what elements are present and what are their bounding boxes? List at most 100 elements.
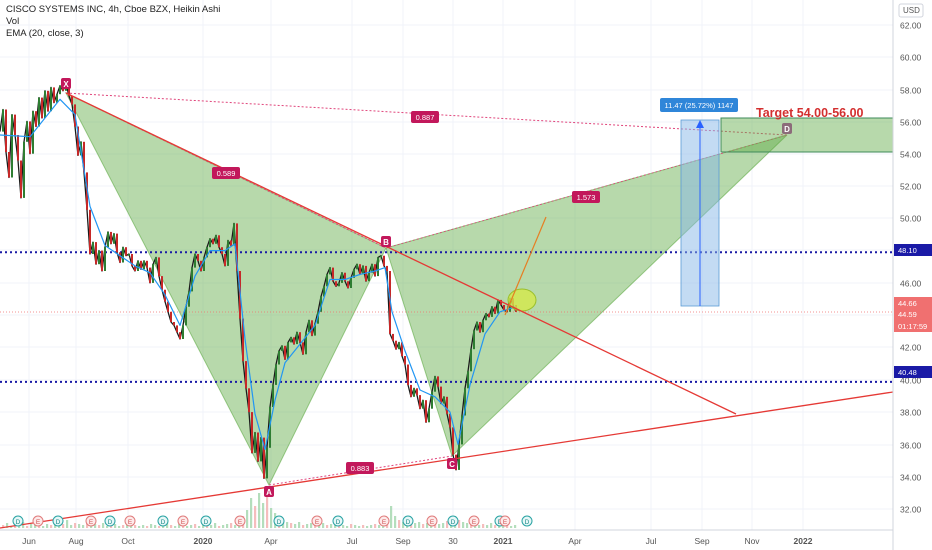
currency-label: USD — [903, 6, 920, 15]
event-label: D — [277, 519, 282, 526]
volume-bar — [478, 525, 481, 528]
earnings-marker[interactable] — [85, 515, 97, 527]
volume-bar — [206, 526, 209, 528]
candle — [125, 247, 127, 256]
dividend-marker[interactable] — [521, 515, 533, 527]
earnings-marker[interactable] — [426, 515, 438, 527]
earnings-marker[interactable] — [468, 515, 480, 527]
dividend-marker[interactable] — [157, 515, 169, 527]
ratio-badge[interactable] — [572, 191, 600, 203]
candle — [473, 330, 475, 350]
candle — [134, 265, 136, 271]
candle — [11, 114, 13, 178]
pattern-point-d[interactable] — [782, 123, 792, 134]
volume-bar — [18, 525, 21, 528]
dividend-marker[interactable] — [332, 515, 344, 527]
x-tick-label: Apr — [264, 536, 277, 546]
earnings-marker[interactable] — [311, 515, 323, 527]
candle — [122, 247, 124, 263]
candle — [332, 267, 334, 282]
volume-bar — [102, 523, 105, 528]
candle — [218, 235, 220, 248]
currency-box[interactable] — [898, 3, 924, 18]
candle — [116, 233, 118, 253]
event-label: D — [451, 519, 456, 526]
earnings-marker[interactable] — [499, 515, 511, 527]
earnings-marker[interactable] — [234, 515, 246, 527]
earnings-marker[interactable] — [177, 515, 189, 527]
candle — [98, 250, 100, 265]
volume-bar — [466, 523, 469, 528]
volume-bar — [446, 521, 449, 528]
price-badge-label: 40.48 — [898, 368, 917, 377]
candle — [89, 209, 91, 254]
candle — [416, 388, 418, 396]
event-label: E — [382, 519, 387, 526]
candle — [128, 254, 130, 256]
y-tick-label: 46.00 — [900, 279, 922, 289]
candle — [440, 386, 442, 404]
y-tick-label: 62.00 — [900, 21, 922, 31]
candle — [272, 384, 274, 407]
candle — [425, 400, 427, 423]
earnings-marker[interactable] — [124, 515, 136, 527]
candle — [431, 391, 433, 409]
y-tick-label: 40.00 — [900, 376, 922, 386]
volume-bar — [494, 525, 497, 528]
y-tick-label: 58.00 — [900, 86, 922, 96]
dividend-marker[interactable] — [52, 515, 64, 527]
y-axis-panel — [894, 0, 932, 550]
candle — [362, 265, 364, 275]
pattern-point-a[interactable] — [264, 486, 274, 497]
volume-bar — [286, 522, 289, 528]
earnings-marker[interactable] — [32, 515, 44, 527]
volume-bar — [378, 525, 381, 528]
resistance-trendline — [65, 92, 737, 415]
volume-bar — [270, 508, 273, 528]
candle — [461, 415, 463, 445]
pattern-point-b[interactable] — [381, 236, 391, 247]
candle — [395, 340, 397, 350]
x-tick-label: 2021 — [494, 536, 513, 546]
volume-bar — [366, 526, 369, 528]
candle — [347, 281, 349, 288]
event-label: D — [406, 519, 411, 526]
dividend-marker[interactable] — [273, 515, 285, 527]
candle — [191, 267, 193, 292]
candle — [356, 264, 358, 270]
candle — [374, 264, 376, 277]
dividend-marker[interactable] — [402, 515, 414, 527]
dividend-marker[interactable] — [447, 515, 459, 527]
volume-bar — [374, 524, 377, 528]
candle — [155, 257, 157, 265]
pattern-point-c[interactable] — [447, 458, 457, 469]
candle — [254, 432, 256, 453]
volume-bar — [254, 506, 257, 528]
candle — [494, 306, 496, 314]
candle — [71, 95, 73, 105]
candle — [227, 240, 229, 266]
dividend-marker[interactable] — [104, 515, 116, 527]
volume-bar — [430, 525, 433, 528]
event-label: E — [181, 519, 186, 526]
y-tick-label: 54.00 — [900, 150, 922, 160]
candle — [140, 260, 142, 270]
candle — [290, 337, 292, 343]
candle — [344, 272, 346, 282]
ratio-badge[interactable] — [212, 167, 240, 179]
ratio-badge[interactable] — [411, 111, 439, 123]
volume-bar — [462, 522, 465, 528]
candle — [248, 388, 250, 413]
candle — [5, 109, 7, 152]
candle — [323, 286, 325, 297]
candle — [26, 121, 28, 142]
earnings-marker[interactable] — [378, 515, 390, 527]
ratio-badge[interactable] — [346, 462, 374, 474]
dividend-marker[interactable] — [200, 515, 212, 527]
volume-bar — [266, 488, 269, 528]
dividend-marker[interactable] — [12, 515, 24, 527]
candle — [443, 396, 445, 404]
pattern-point-x[interactable] — [61, 78, 71, 89]
candle — [485, 313, 487, 321]
